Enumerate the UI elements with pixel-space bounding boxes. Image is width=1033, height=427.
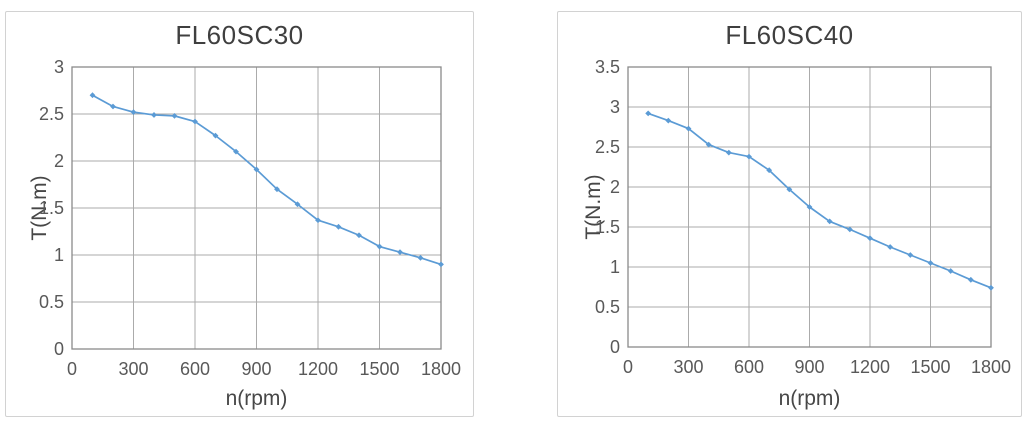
chart-title: FL60SC30 bbox=[175, 20, 304, 50]
chart-card-fl60sc40: FL60SC40 T(N.m) 0 300 600 900 1200 1500 1800 0 0… bbox=[557, 11, 1022, 417]
y-tick-label: 0.5 bbox=[39, 292, 64, 312]
plot-border bbox=[627, 66, 992, 348]
data-point-marker bbox=[315, 217, 321, 224]
data-point-marker bbox=[826, 218, 833, 225]
x-tick-labels: 0 300 600 900 1200 1500 1800 bbox=[67, 359, 461, 379]
y-tick-label: 2 bbox=[54, 151, 64, 171]
x-axis-title: n(rpm) bbox=[225, 387, 288, 410]
y-tick-label: 2 bbox=[610, 177, 620, 197]
y-tick-label: 2.5 bbox=[595, 137, 620, 157]
x-tick-label: 1800 bbox=[971, 357, 1011, 377]
y-tick-label: 3.5 bbox=[595, 57, 620, 77]
data-point-marker bbox=[294, 201, 301, 208]
x-tick-label: 600 bbox=[734, 357, 764, 377]
chart-title: FL60SC40 bbox=[725, 20, 854, 50]
x-tick-labels: 0 300 600 900 1200 1500 1800 bbox=[623, 357, 1011, 377]
data-point-marker bbox=[151, 112, 157, 118]
y-tick-label: 1 bbox=[610, 257, 620, 277]
data-point-marker bbox=[233, 148, 239, 155]
data-point-marker bbox=[438, 261, 444, 268]
data-point-marker bbox=[417, 254, 424, 261]
data-point-marker bbox=[192, 118, 198, 125]
plot-border bbox=[71, 66, 442, 350]
y-tick-labels: 0 0.5 1 1.5 2 2.5 3 bbox=[39, 57, 64, 359]
data-point-marker bbox=[376, 243, 383, 250]
data-point-marker bbox=[212, 132, 219, 139]
data-point-marker bbox=[927, 260, 934, 266]
x-tick-label: 300 bbox=[118, 359, 148, 379]
gridlines bbox=[72, 67, 441, 349]
x-tick-label: 1200 bbox=[850, 357, 890, 377]
data-point-marker bbox=[397, 249, 403, 256]
x-tick-label: 1200 bbox=[298, 359, 338, 379]
data-point-marker bbox=[806, 204, 813, 210]
y-tick-label: 1 bbox=[54, 245, 64, 265]
data-point-marker bbox=[786, 186, 793, 193]
torque-speed-chart-fl60sc40: 0 300 600 900 1200 1500 1800 0 0.5 1 1.5 2 2.5 3 3.5 bbox=[595, 57, 1011, 377]
x-tick-label: 1800 bbox=[421, 359, 461, 379]
x-tick-label: 900 bbox=[241, 359, 271, 379]
x-tick-label: 1500 bbox=[910, 357, 950, 377]
data-point-marker bbox=[110, 103, 116, 110]
y-tick-label: 2.5 bbox=[39, 104, 64, 124]
data-point-marker bbox=[967, 276, 974, 283]
data-point-marker bbox=[725, 149, 732, 156]
data-point-marker bbox=[335, 223, 342, 230]
data-point-marker bbox=[274, 186, 280, 193]
data-point-marker bbox=[907, 252, 914, 258]
data-point-markers bbox=[89, 92, 444, 268]
y-tick-label: 3 bbox=[54, 57, 64, 77]
data-point-marker bbox=[685, 125, 692, 132]
data-point-marker bbox=[130, 109, 137, 116]
data-point-marker bbox=[645, 110, 652, 117]
data-point-marker bbox=[356, 232, 362, 239]
data-point-marker bbox=[665, 117, 672, 124]
y-tick-labels: 0 0.5 1 1.5 2 2.5 3 3.5 bbox=[595, 57, 620, 357]
data-point-marker bbox=[846, 226, 853, 233]
x-tick-label: 0 bbox=[623, 357, 633, 377]
y-tick-label: 0.5 bbox=[595, 297, 620, 317]
data-point-marker bbox=[766, 167, 773, 174]
y-tick-label: 0 bbox=[610, 337, 620, 357]
torque-curve bbox=[647, 112, 992, 289]
chart-card-fl60sc30: FL60SC30 T(N.m) 0 300 600 900 1200 1500 1800 0 0… bbox=[5, 11, 474, 417]
data-point-marker bbox=[988, 284, 994, 291]
data-point-marker bbox=[867, 235, 873, 242]
x-tick-label: 600 bbox=[180, 359, 210, 379]
data-point-marker bbox=[89, 92, 96, 99]
data-point-marker bbox=[887, 244, 894, 250]
torque-speed-chart-fl60sc30: 0 300 600 900 1200 1500 1800 0 0.5 1 1.5 2 2.5 3 bbox=[39, 57, 461, 379]
y-tick-label: 3 bbox=[610, 97, 620, 117]
x-tick-label: 0 bbox=[67, 359, 77, 379]
y-tick-label: 0 bbox=[54, 339, 64, 359]
data-point-marker bbox=[171, 112, 178, 119]
x-tick-label: 900 bbox=[794, 357, 824, 377]
x-axis-title: n(rpm) bbox=[778, 387, 841, 410]
y-tick-label: 1.5 bbox=[595, 217, 620, 237]
x-tick-label: 1500 bbox=[359, 359, 399, 379]
torque-curve bbox=[91, 94, 442, 266]
data-point-marker bbox=[746, 153, 752, 160]
y-tick-label: 1.5 bbox=[39, 198, 64, 218]
data-point-marker bbox=[947, 268, 954, 274]
x-tick-label: 300 bbox=[673, 357, 703, 377]
data-point-marker bbox=[705, 141, 712, 148]
data-point-markers bbox=[645, 110, 994, 291]
